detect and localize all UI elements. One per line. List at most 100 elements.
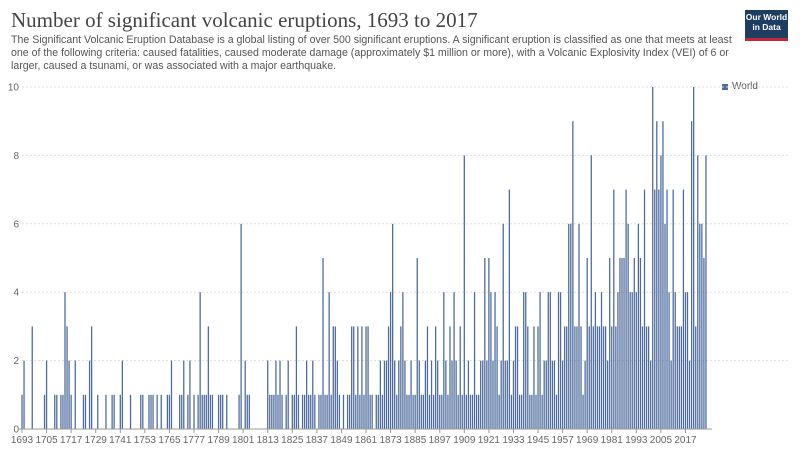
bar[interactable]	[402, 292, 404, 429]
bar[interactable]	[432, 394, 435, 429]
bar[interactable]	[193, 394, 195, 429]
bar[interactable]	[314, 394, 316, 429]
bar[interactable]	[385, 360, 388, 429]
bar[interactable]	[584, 360, 586, 429]
bar[interactable]	[551, 360, 554, 429]
bar[interactable]	[633, 258, 635, 429]
bar[interactable]	[592, 326, 594, 429]
bar[interactable]	[598, 326, 601, 429]
bar[interactable]	[682, 189, 685, 429]
bar[interactable]	[449, 326, 451, 429]
bar[interactable]	[203, 394, 205, 429]
bar[interactable]	[654, 189, 656, 429]
bar[interactable]	[600, 292, 603, 429]
bar[interactable]	[422, 394, 424, 429]
bar[interactable]	[478, 394, 480, 429]
bar[interactable]	[363, 394, 365, 429]
bar[interactable]	[342, 394, 345, 429]
bar[interactable]	[199, 292, 201, 429]
bar[interactable]	[553, 360, 556, 429]
bar[interactable]	[441, 394, 443, 429]
bar[interactable]	[303, 394, 306, 429]
bar[interactable]	[443, 292, 445, 429]
bar[interactable]	[627, 223, 629, 429]
bar[interactable]	[285, 394, 287, 429]
bar[interactable]	[641, 326, 644, 429]
bar[interactable]	[631, 292, 633, 429]
bar[interactable]	[142, 394, 144, 429]
bar[interactable]	[392, 223, 394, 429]
bar[interactable]	[181, 394, 183, 429]
bar[interactable]	[695, 326, 697, 429]
bar[interactable]	[529, 394, 531, 429]
bar[interactable]	[220, 394, 222, 429]
bar[interactable]	[508, 189, 510, 429]
bar[interactable]	[82, 394, 85, 429]
bar[interactable]	[590, 155, 592, 429]
bar[interactable]	[418, 360, 420, 429]
bar[interactable]	[396, 394, 398, 429]
bar[interactable]	[207, 326, 209, 429]
bar[interactable]	[238, 394, 240, 429]
owid-logo[interactable]: Our World in Data	[745, 10, 788, 41]
bar[interactable]	[516, 326, 519, 429]
bar[interactable]	[273, 394, 275, 429]
bar[interactable]	[523, 292, 525, 429]
bar[interactable]	[211, 394, 214, 429]
bar[interactable]	[387, 326, 390, 429]
bar[interactable]	[426, 326, 429, 429]
bar[interactable]	[437, 360, 439, 429]
bar[interactable]	[412, 394, 414, 429]
bar[interactable]	[582, 394, 584, 429]
bar[interactable]	[676, 326, 678, 429]
bar[interactable]	[54, 394, 56, 429]
bar[interactable]	[643, 189, 646, 429]
bar[interactable]	[357, 326, 359, 429]
bar[interactable]	[664, 223, 666, 429]
bar[interactable]	[379, 360, 381, 429]
bar[interactable]	[338, 394, 341, 429]
bar[interactable]	[328, 292, 330, 429]
bar[interactable]	[320, 394, 322, 429]
bar[interactable]	[615, 326, 617, 429]
bar[interactable]	[445, 360, 447, 429]
bar[interactable]	[699, 223, 701, 429]
bar[interactable]	[463, 155, 465, 429]
bar[interactable]	[611, 326, 613, 429]
bar[interactable]	[64, 292, 66, 429]
bar[interactable]	[543, 360, 545, 429]
bar[interactable]	[645, 326, 648, 429]
bar[interactable]	[533, 326, 535, 429]
bar[interactable]	[678, 326, 680, 429]
bar[interactable]	[693, 87, 695, 429]
bar[interactable]	[105, 394, 107, 429]
bar[interactable]	[226, 394, 228, 429]
bar[interactable]	[371, 394, 373, 429]
bar[interactable]	[201, 394, 203, 429]
bar[interactable]	[129, 394, 132, 429]
bar[interactable]	[656, 121, 658, 429]
bar[interactable]	[500, 360, 502, 429]
bar[interactable]	[152, 394, 154, 429]
bar[interactable]	[588, 326, 590, 429]
bar[interactable]	[383, 360, 386, 429]
bar[interactable]	[88, 360, 91, 429]
bar[interactable]	[496, 326, 498, 429]
bar[interactable]	[619, 258, 621, 429]
bar[interactable]	[179, 394, 181, 429]
bar[interactable]	[674, 292, 676, 429]
bar[interactable]	[428, 394, 431, 429]
bar[interactable]	[435, 326, 437, 429]
bar[interactable]	[330, 394, 332, 429]
bar[interactable]	[613, 189, 615, 429]
bar[interactable]	[324, 394, 326, 429]
bar[interactable]	[623, 258, 625, 429]
bar[interactable]	[535, 394, 537, 429]
bar[interactable]	[170, 360, 173, 429]
bar[interactable]	[150, 394, 152, 429]
bar[interactable]	[23, 360, 25, 429]
bar[interactable]	[469, 394, 472, 429]
bar[interactable]	[467, 360, 470, 429]
bar[interactable]	[459, 326, 461, 429]
bar[interactable]	[398, 360, 400, 429]
